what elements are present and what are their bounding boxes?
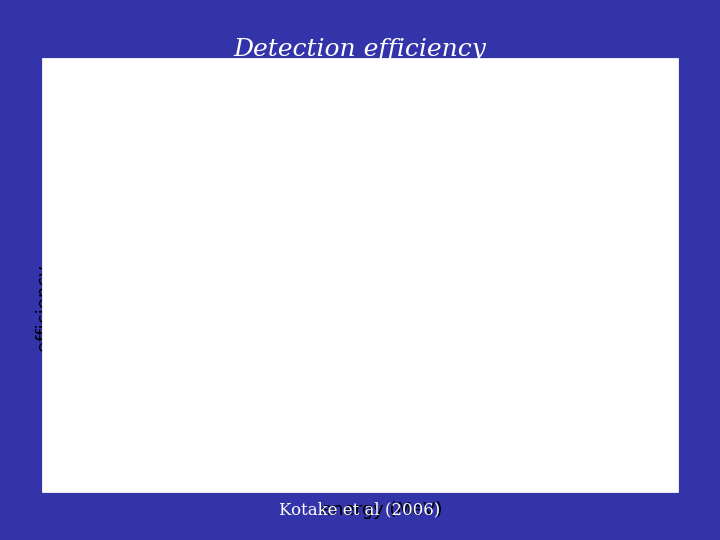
Text: Detection efficiency: Detection efficiency (233, 38, 487, 61)
Y-axis label: efficiency: efficiency (35, 265, 53, 351)
X-axis label: energy (MeV): energy (MeV) (321, 501, 442, 519)
Text: Kotake et al (2006): Kotake et al (2006) (279, 502, 441, 518)
Text: IMB: IMB (449, 303, 487, 321)
Text: Kamiokande: Kamiokande (353, 171, 464, 188)
